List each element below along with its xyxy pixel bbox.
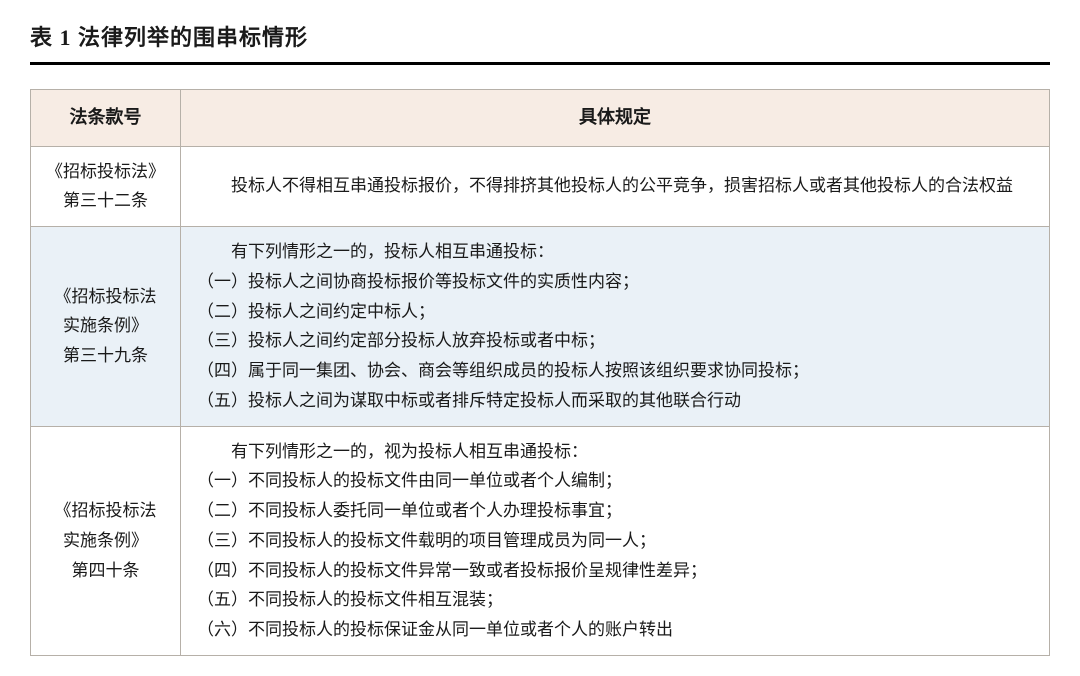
article-line: 第三十九条 [63,346,148,365]
article-line: 实施条例》 [63,316,148,335]
article-line: 第三十二条 [63,191,148,210]
title-underline [30,62,1050,65]
article-line: 《招标投标法 [55,287,157,306]
col-header-content: 具体规定 [181,90,1050,147]
table-row: 《招标投标法》 第三十二条 投标人不得相互串通投标报价，不得排挤其他投标人的公平… [31,146,1050,227]
article-line: 实施条例》 [63,531,148,550]
article-line: 《招标投标法》 [46,162,165,181]
article-line: 第四十条 [72,561,140,580]
col-header-article: 法条款号 [31,90,181,147]
provision-cell: 有下列情形之一的，视为投标人相互串通投标：（一）不同投标人的投标文件由同一单位或… [181,426,1050,655]
legal-provisions-table: 法条款号 具体规定 《招标投标法》 第三十二条 投标人不得相互串通投标报价，不得… [30,89,1050,656]
article-cell: 《招标投标法 实施条例》 第四十条 [31,426,181,655]
provision-cell: 有下列情形之一的，投标人相互串通投标：（一）投标人之间协商投标报价等投标文件的实… [181,227,1050,427]
table-row: 《招标投标法 实施条例》 第四十条 有下列情形之一的，视为投标人相互串通投标：（… [31,426,1050,655]
article-cell: 《招标投标法 实施条例》 第三十九条 [31,227,181,427]
table-title: 表 1 法律列举的围串标情形 [30,20,1050,52]
article-line: 《招标投标法 [55,501,157,520]
provision-cell: 投标人不得相互串通投标报价，不得排挤其他投标人的公平竞争，损害招标人或者其他投标… [181,146,1050,227]
table-row: 《招标投标法 实施条例》 第三十九条 有下列情形之一的，投标人相互串通投标：（一… [31,227,1050,427]
article-cell: 《招标投标法》 第三十二条 [31,146,181,227]
